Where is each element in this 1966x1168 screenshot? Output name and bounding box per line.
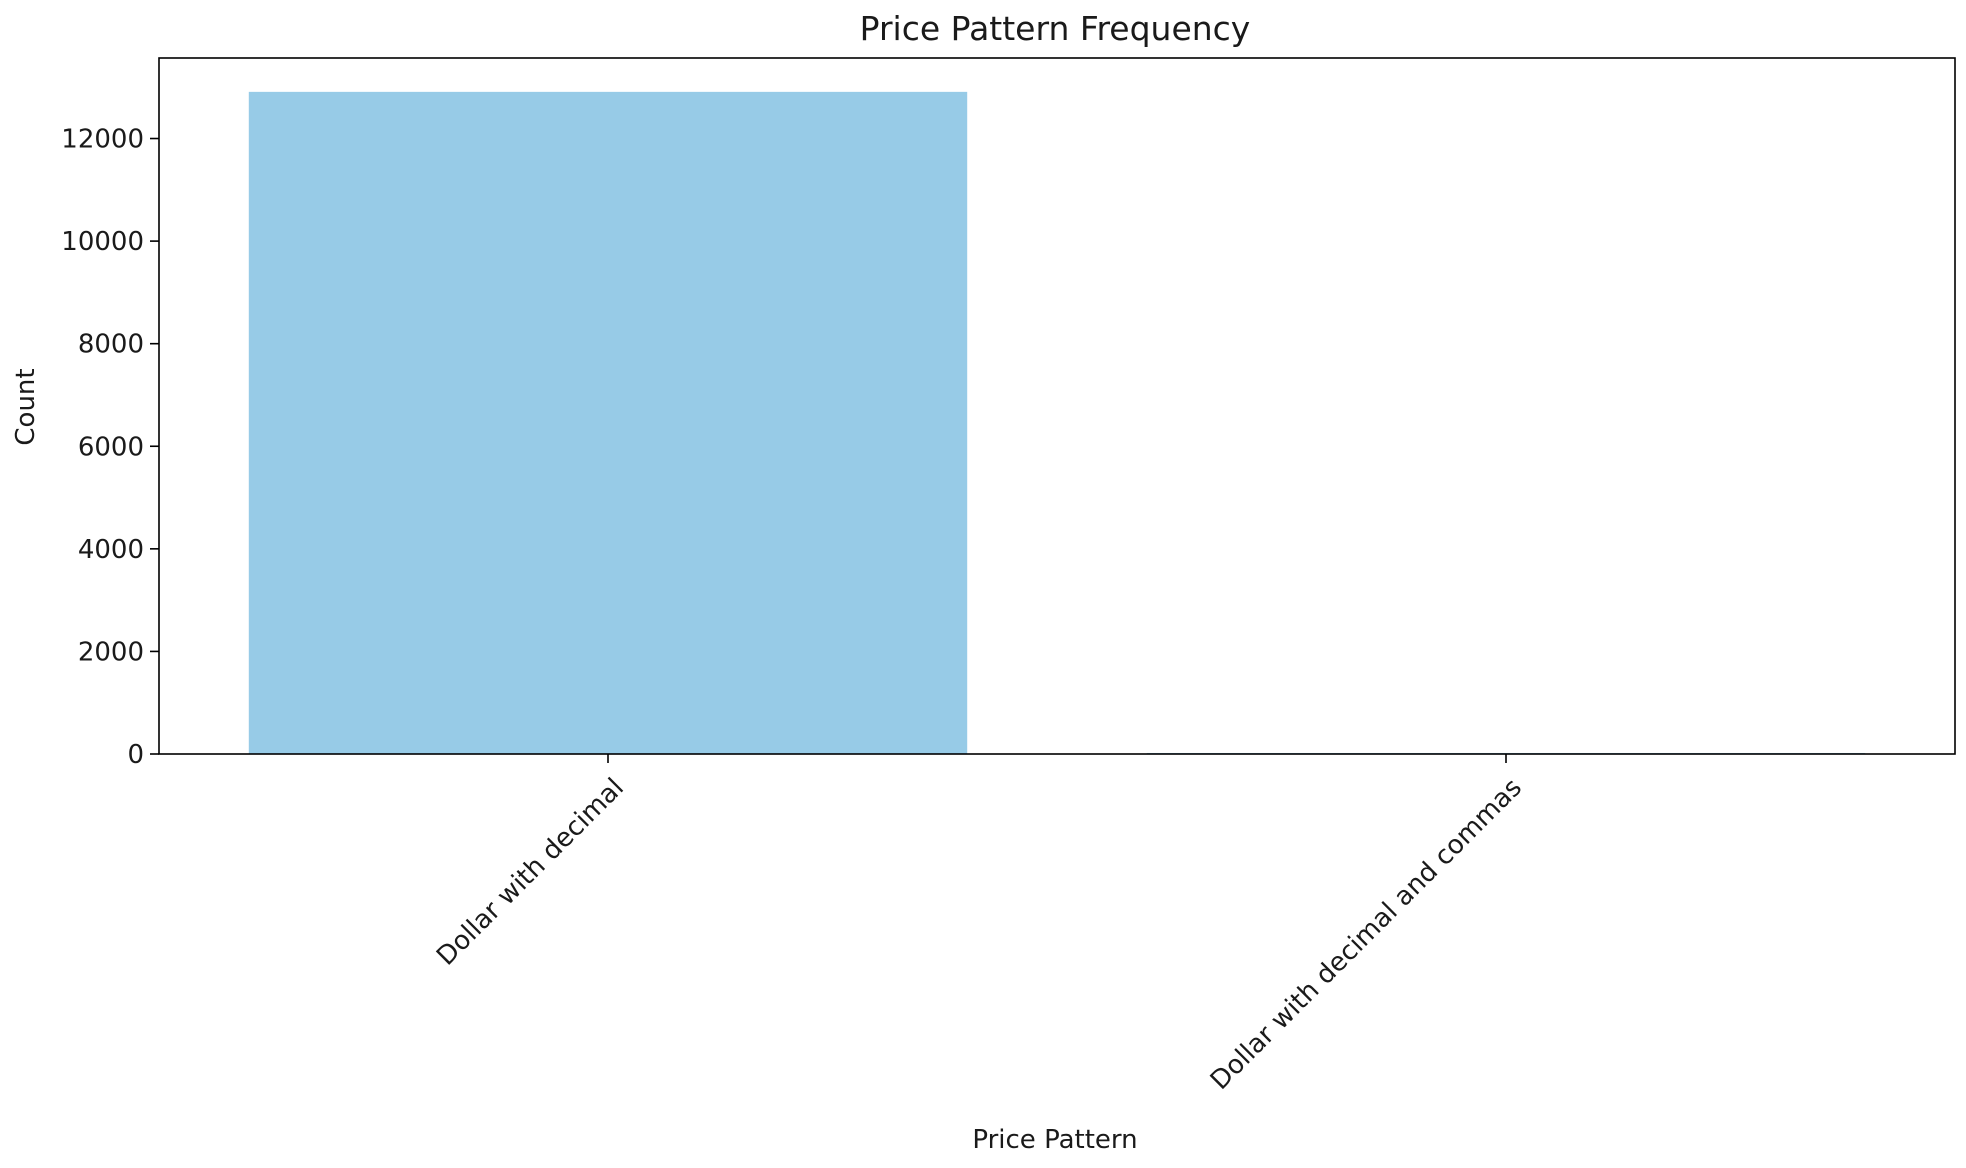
y-axis-label: Count [11,368,41,445]
x-tick-label: Dollar with decimal and commas [1205,773,1528,1096]
y-tick-label: 12000 [61,125,144,155]
y-tick-label: 6000 [78,432,144,462]
y-tick-label: 10000 [61,227,144,257]
bar [248,91,968,755]
y-tick-label: 2000 [78,637,144,667]
chart-title: Price Pattern Frequency [860,9,1251,48]
x-tick-label: Dollar with decimal [431,773,630,972]
plot-frame [158,57,1956,755]
y-tick-label: 0 [127,740,144,770]
y-tick-label: 8000 [78,330,144,360]
x-axis-label: Price Pattern [972,1125,1137,1155]
y-tick-label: 4000 [78,535,144,565]
plot-area: 0 2000 4000 6000 8000 10000 12000 Dollar with d… [61,57,1956,1096]
